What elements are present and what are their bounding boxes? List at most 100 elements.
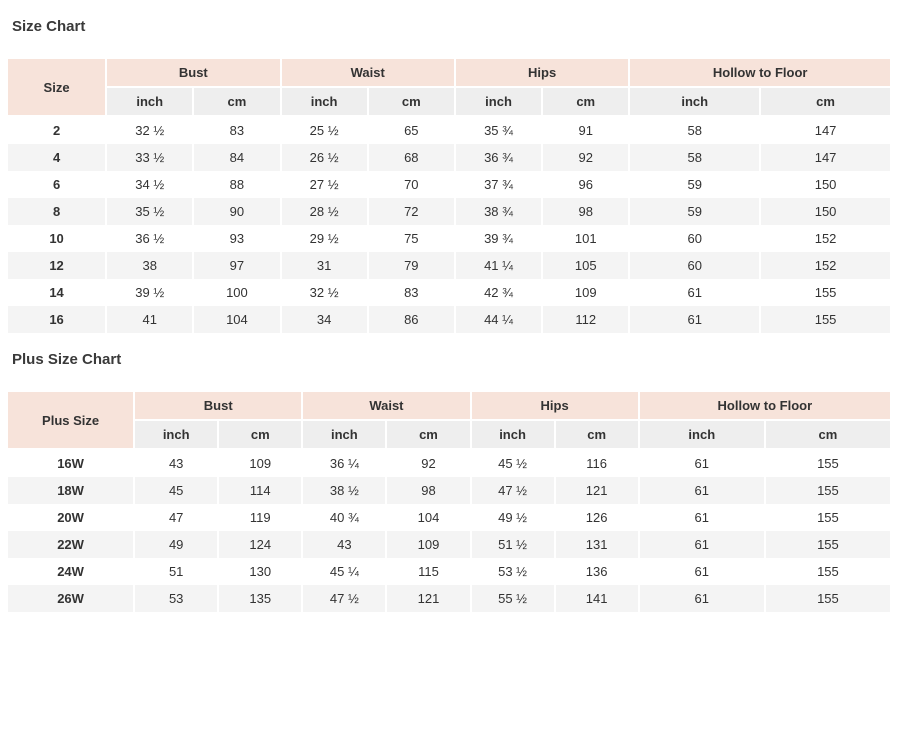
cell-waist-cm: 79 [368,252,455,279]
cell-size: 16 [8,306,106,333]
cell-hips-cm: 109 [542,279,629,306]
cell-bust-in: 43 [134,449,218,477]
cell-size: 6 [8,171,106,198]
cell-waist-cm: 68 [368,144,455,171]
cell-htf-cm: 155 [765,531,891,558]
size-chart-body: 232 ½8325 ½6535 ¾9158147433 ½8426 ½6836 … [8,116,891,333]
cell-hips-cm: 98 [542,198,629,225]
col-waist-inch: inch [302,420,386,449]
cell-bust-cm: 119 [218,504,302,531]
cell-waist-in: 36 ¼ [302,449,386,477]
cell-size: 2 [8,116,106,144]
cell-waist-in: 47 ½ [302,585,386,612]
cell-hips-in: 47 ½ [471,477,555,504]
cell-hips-in: 44 ¼ [455,306,542,333]
col-bust: Bust [106,59,280,87]
cell-bust-in: 51 [134,558,218,585]
cell-waist-in: 29 ½ [281,225,368,252]
table-row: 1439 ½10032 ½8342 ¾10961155 [8,279,891,306]
table-row: 1641104348644 ¼11261155 [8,306,891,333]
cell-size: 10 [8,225,106,252]
col-bust-cm: cm [193,87,280,116]
table-row: 18W4511438 ½9847 ½12161155 [8,477,891,504]
col-size: Size [8,59,106,116]
cell-hips-cm: 116 [555,449,639,477]
cell-bust-cm: 130 [218,558,302,585]
cell-hips-cm: 112 [542,306,629,333]
cell-htf-in: 61 [639,585,765,612]
cell-waist-cm: 70 [368,171,455,198]
cell-hips-in: 35 ¾ [455,116,542,144]
cell-bust-cm: 88 [193,171,280,198]
cell-hips-cm: 91 [542,116,629,144]
plus-size-chart-body: 16W4310936 ¼9245 ½1166115518W4511438 ½98… [8,449,891,612]
cell-waist-cm: 104 [386,504,470,531]
cell-hips-in: 53 ½ [471,558,555,585]
cell-waist-in: 27 ½ [281,171,368,198]
cell-hips-in: 51 ½ [471,531,555,558]
cell-waist-in: 45 ¼ [302,558,386,585]
cell-bust-in: 36 ½ [106,225,193,252]
cell-size: 12 [8,252,106,279]
cell-waist-cm: 75 [368,225,455,252]
col-waist-cm: cm [368,87,455,116]
cell-size: 14 [8,279,106,306]
table-row: 16W4310936 ¼9245 ½11661155 [8,449,891,477]
cell-size: 20W [8,504,134,531]
cell-hips-in: 45 ½ [471,449,555,477]
cell-bust-in: 39 ½ [106,279,193,306]
col-htf-cm: cm [765,420,891,449]
cell-htf-in: 61 [639,558,765,585]
size-chart-table: Size Bust Waist Hips Hollow to Floor inc… [8,59,892,333]
col-hips-cm: cm [542,87,629,116]
cell-htf-cm: 147 [760,144,891,171]
cell-hips-cm: 96 [542,171,629,198]
cell-htf-in: 58 [629,144,760,171]
col-hips: Hips [471,392,639,420]
cell-bust-cm: 109 [218,449,302,477]
cell-bust-in: 53 [134,585,218,612]
col-plus-size: Plus Size [8,392,134,449]
cell-hips-cm: 141 [555,585,639,612]
cell-htf-in: 61 [639,531,765,558]
cell-bust-in: 49 [134,531,218,558]
cell-bust-cm: 97 [193,252,280,279]
cell-hips-cm: 121 [555,477,639,504]
table-row: 26W5313547 ½12155 ½14161155 [8,585,891,612]
cell-htf-cm: 152 [760,252,891,279]
cell-hips-cm: 126 [555,504,639,531]
cell-htf-cm: 155 [765,477,891,504]
col-bust-inch: inch [134,420,218,449]
cell-hips-in: 36 ¾ [455,144,542,171]
cell-htf-cm: 152 [760,225,891,252]
cell-htf-in: 60 [629,252,760,279]
cell-htf-cm: 155 [765,558,891,585]
cell-hips-in: 49 ½ [471,504,555,531]
cell-bust-in: 35 ½ [106,198,193,225]
cell-bust-in: 45 [134,477,218,504]
cell-bust-cm: 104 [193,306,280,333]
cell-waist-in: 26 ½ [281,144,368,171]
cell-bust-cm: 124 [218,531,302,558]
cell-waist-cm: 83 [368,279,455,306]
cell-htf-in: 59 [629,171,760,198]
cell-bust-cm: 100 [193,279,280,306]
plus-size-chart-table: Plus Size Bust Waist Hips Hollow to Floo… [8,392,892,612]
cell-waist-in: 31 [281,252,368,279]
cell-waist-in: 25 ½ [281,116,368,144]
cell-htf-in: 61 [639,504,765,531]
cell-htf-in: 60 [629,225,760,252]
cell-waist-in: 38 ½ [302,477,386,504]
col-htf: Hollow to Floor [639,392,891,420]
col-hips-cm: cm [555,420,639,449]
cell-hips-cm: 136 [555,558,639,585]
cell-hips-in: 55 ½ [471,585,555,612]
table-row: 1036 ½9329 ½7539 ¾10160152 [8,225,891,252]
cell-waist-cm: 109 [386,531,470,558]
table-row: 433 ½8426 ½6836 ¾9258147 [8,144,891,171]
cell-waist-cm: 98 [386,477,470,504]
cell-htf-cm: 155 [765,585,891,612]
cell-waist-cm: 86 [368,306,455,333]
cell-size: 22W [8,531,134,558]
cell-size: 18W [8,477,134,504]
